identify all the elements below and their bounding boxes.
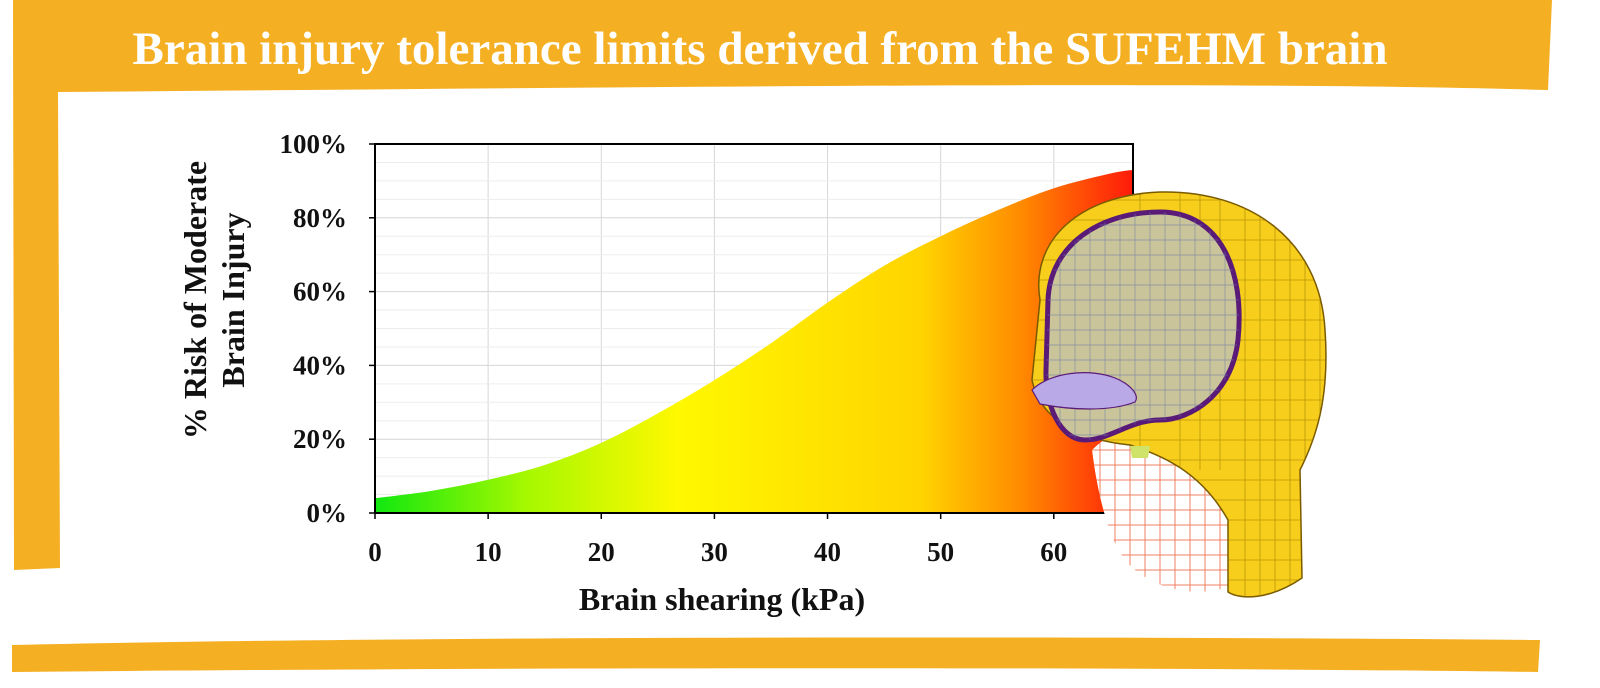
x-tick-label: 10: [475, 537, 502, 567]
y-tick-label: 0%: [307, 498, 348, 528]
risk-area-series: [375, 169, 1133, 513]
y-tick-label: 60%: [293, 277, 347, 307]
bottom-stripe: [12, 637, 1540, 672]
y-tick-label: 40%: [293, 350, 347, 380]
y-axis-title-line-1: % Risk of Moderate: [177, 161, 213, 439]
x-tick-label: 40: [814, 537, 841, 567]
title-banner: [13, 0, 1552, 570]
x-tick-label: 60: [1040, 537, 1067, 567]
spinal-cord: [1130, 446, 1150, 458]
y-tick-label: 100%: [280, 129, 348, 159]
membrane: [1031, 372, 1137, 410]
x-axis-title: Brain shearing (kPa): [579, 581, 865, 617]
x-tick-label: 30: [701, 537, 728, 567]
x-tick-label: 50: [927, 537, 954, 567]
decorative-frame: [12, 0, 1552, 672]
head-model-illustration: [1031, 191, 1327, 598]
y-tick-label: 20%: [293, 424, 347, 454]
x-tick-label: 20: [588, 537, 615, 567]
figure-title: Brain injury tolerance limits derived fr…: [133, 23, 1388, 75]
y-tick-label: 80%: [293, 203, 347, 233]
y-axis-title-line-2: Brain Injury: [215, 212, 251, 387]
risk-curve-chart: 0% 20% 40% 60% 80% 100% 0 10 20 30 40 50 60 Brain s…: [177, 129, 1134, 617]
x-axis-ticks: 0 10 20 30 40 50 60: [368, 513, 1067, 567]
y-axis-ticks: 0% 20% 40% 60% 80% 100%: [280, 129, 375, 528]
x-tick-label: 0: [368, 537, 382, 567]
y-axis-title: % Risk of Moderate Brain Injury: [177, 161, 251, 439]
